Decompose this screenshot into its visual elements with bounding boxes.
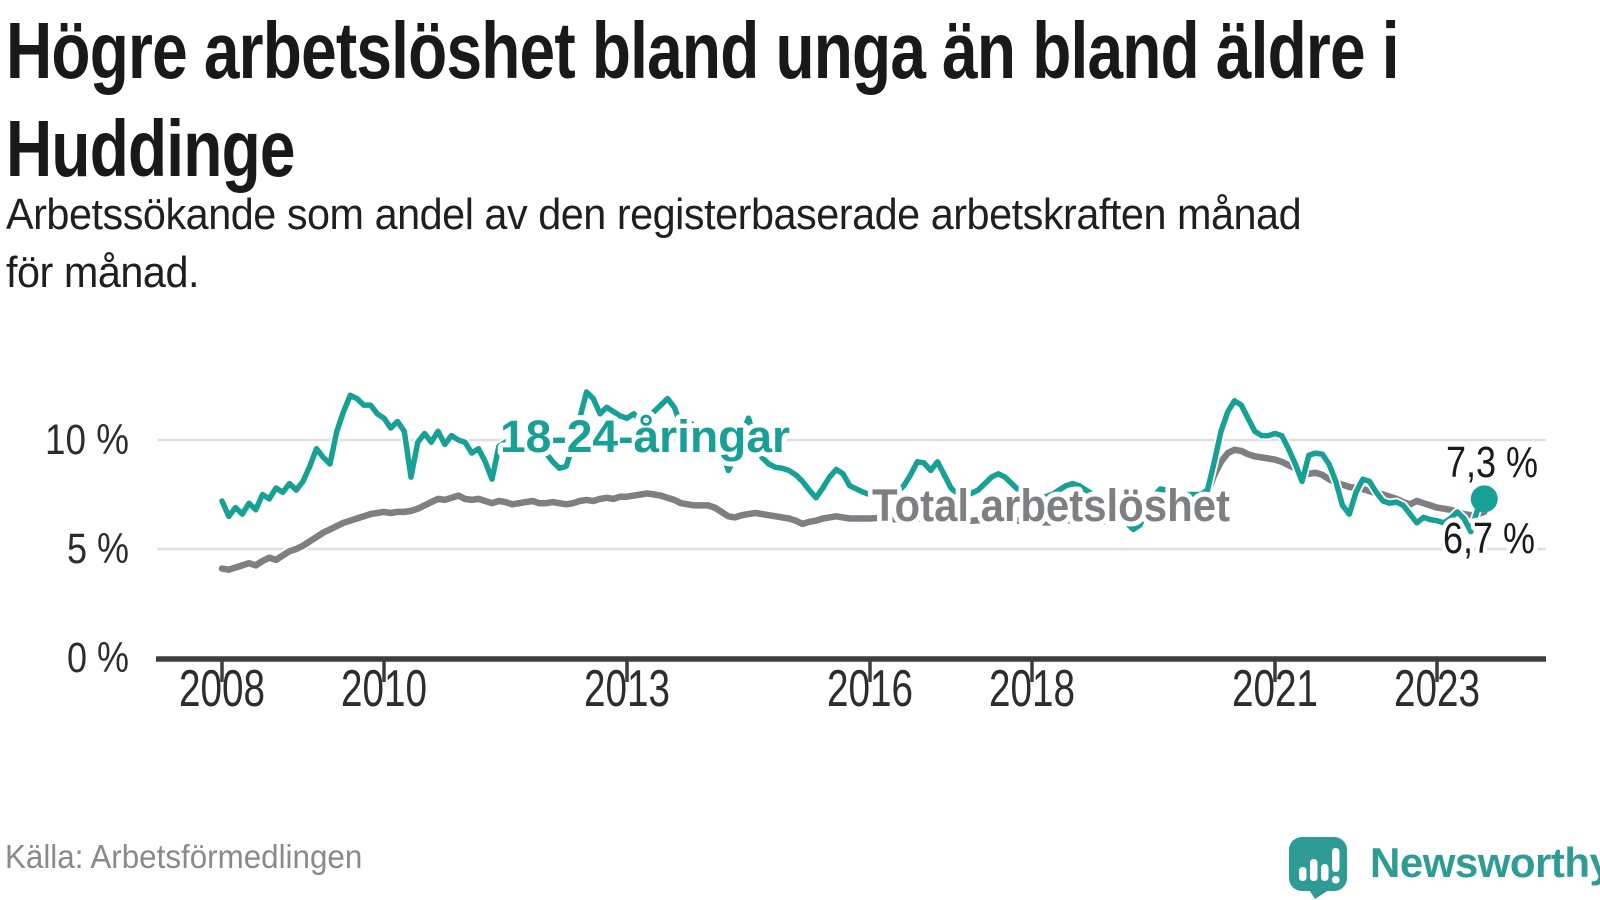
logo-bar-1 bbox=[1299, 867, 1307, 881]
line-total bbox=[218, 446, 1488, 573]
annotation-latest-0: 7,3 % bbox=[1446, 438, 1538, 487]
logo-exclamation-dot bbox=[1332, 876, 1340, 884]
logo-bar-2 bbox=[1310, 859, 1318, 881]
series-label-youth: 18-24-åringar bbox=[500, 411, 790, 462]
line-youth bbox=[219, 389, 1488, 535]
end-dot-youth bbox=[1470, 485, 1498, 513]
source-note: Källa: Arbetsförmedlingen bbox=[5, 838, 363, 875]
title-line-1: Högre arbetslöshet bland unga än bland ä… bbox=[6, 6, 1400, 95]
page-title: Högre arbetslöshet bland unga än bland ä… bbox=[6, 2, 1400, 197]
subtitle-line-2: för månad. bbox=[6, 248, 200, 298]
x-tick-label-2018: 2018 bbox=[989, 660, 1075, 718]
title-line-2: Huddinge bbox=[6, 103, 295, 193]
subtitle-line-1: Arbetssökande som andel av den registerb… bbox=[6, 190, 1302, 239]
newsworthy-logo-icon bbox=[1289, 837, 1347, 899]
x-tick-label-2013: 2013 bbox=[584, 660, 670, 718]
annotation-latest-1: 6,7 % bbox=[1443, 514, 1535, 563]
y-tick-label-10: 10 % bbox=[45, 416, 129, 464]
series-label-total: Total arbetslöshet bbox=[872, 480, 1230, 531]
chart-subtitle: Arbetssökande som andel av den registerb… bbox=[6, 186, 1302, 302]
newsworthy-logo-text: Newsworthy bbox=[1370, 839, 1600, 886]
logo-exclamation-bar bbox=[1332, 848, 1340, 872]
x-tick-label-2021: 2021 bbox=[1232, 660, 1318, 718]
newsworthy-logo[interactable]: Newsworthy bbox=[1288, 836, 1600, 900]
y-tick-label-5: 5 % bbox=[67, 525, 129, 573]
x-tick-label-2016: 2016 bbox=[827, 660, 913, 718]
x-tick-label-2023: 2023 bbox=[1394, 660, 1480, 718]
x-tick-label-2008: 2008 bbox=[179, 660, 265, 718]
x-tick-label-2010: 2010 bbox=[341, 660, 427, 718]
y-tick-label-0: 0 % bbox=[67, 634, 129, 682]
logo-bar-3 bbox=[1321, 864, 1329, 881]
logo-bubble-tail bbox=[1308, 888, 1332, 899]
